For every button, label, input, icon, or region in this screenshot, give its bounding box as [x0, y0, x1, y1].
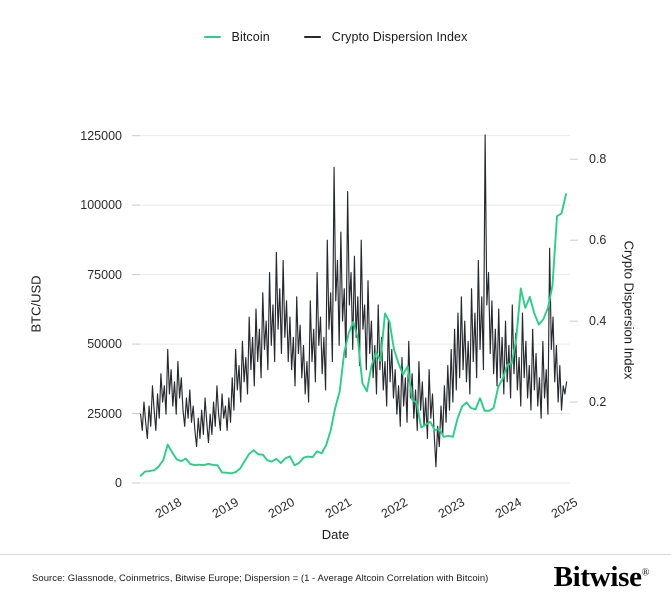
y-axis-right-tick: 0.6 — [589, 233, 607, 248]
chart-legend: Bitcoin Crypto Dispersion Index — [0, 30, 671, 44]
registered-mark: ® — [641, 567, 650, 579]
y-axis-left-tick: 0 — [115, 476, 122, 490]
y-axis-right-tick: 0.2 — [589, 395, 607, 410]
legend-label-bitcoin: Bitcoin — [231, 30, 270, 44]
legend-item-bitcoin[interactable]: Bitcoin — [203, 30, 270, 44]
bitwise-wordmark: Bitwise — [553, 561, 642, 593]
x-axis-title: Date — [321, 527, 350, 542]
y-axis-right-tick: 0.8 — [589, 152, 607, 167]
series-line-crypto-dispersion-index — [139, 134, 568, 468]
y-axis-right-tick: 0.4 — [589, 314, 607, 329]
y-axis-right-title: Crypto Dispersion Index — [621, 240, 637, 380]
y-axis-left-tick: 100000 — [80, 198, 122, 213]
bitwise-logo: Bitwise® — [553, 561, 650, 594]
line-dash-icon — [303, 36, 321, 38]
chart-footer: Source: Glassnode, Coinmetrics, Bitwise … — [0, 554, 671, 607]
y-axis-left-title: BTC/USD — [28, 274, 44, 333]
line-dash-icon — [203, 36, 221, 38]
legend-item-crypto-dispersion-index[interactable]: Crypto Dispersion Index — [303, 30, 468, 44]
legend-label-crypto-dispersion-index: Crypto Dispersion Index — [331, 30, 468, 44]
y-axis-left-tick: 50000 — [87, 337, 122, 352]
y-axis-left-tick: 25000 — [87, 406, 122, 421]
y-axis-left-tick: 125000 — [80, 128, 122, 143]
series-line-bitcoin — [139, 193, 567, 477]
source-note: Source: Glassnode, Coinmetrics, Bitwise … — [32, 573, 489, 584]
y-axis-left-tick: 75000 — [87, 267, 122, 282]
